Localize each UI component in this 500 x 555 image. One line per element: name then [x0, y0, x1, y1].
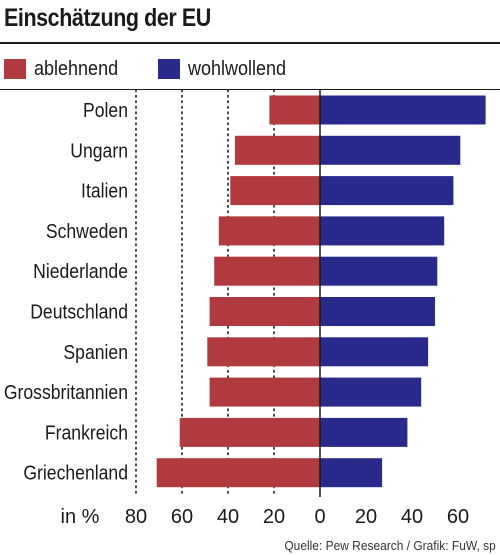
bar-wohlwollend-grossbritannien	[320, 377, 422, 407]
bar-wohlwollend-ungarn	[320, 135, 461, 165]
bar-wohlwollend-spanien	[320, 337, 429, 367]
tick-label-1: 60	[171, 506, 193, 528]
category-label-deutschland: Deutschland	[30, 300, 128, 322]
chart-title: Einschätzung der EU	[4, 4, 211, 32]
bar-wohlwollend-frankreich	[320, 417, 408, 447]
category-label-frankreich: Frankreich	[45, 421, 128, 443]
legend-swatch-wohlwollend	[158, 59, 180, 79]
bar-ablehnend-polen	[269, 95, 320, 125]
axis-unit-label: in %	[61, 506, 100, 528]
source-credit: Quelle: Pew Research / Grafik: FuW, sp	[284, 538, 496, 553]
bar-ablehnend-schweden	[218, 216, 320, 246]
category-label-spanien: Spanien	[63, 341, 128, 363]
tick-label-2: 40	[217, 506, 239, 528]
bar-ablehnend-italien	[230, 176, 320, 206]
bar-ablehnend-grossbritannien	[209, 377, 320, 407]
bar-ablehnend-spanien	[207, 337, 320, 367]
category-label-polen: Polen	[83, 99, 128, 121]
title-divider	[0, 42, 500, 44]
tick-label-0: 80	[125, 506, 147, 528]
bar-wohlwollend-polen	[320, 95, 486, 125]
bar-wohlwollend-griechenland	[320, 458, 383, 488]
legend-item-ablehnend: ablehnend	[4, 58, 127, 80]
tick-label-4: 0	[314, 506, 325, 528]
bar-ablehnend-griechenland	[156, 458, 320, 488]
category-label-grossbritannien: Grossbritannien	[4, 381, 128, 403]
bar-wohlwollend-deutschland	[320, 297, 435, 326]
category-label-griechenland: Griechenland	[23, 462, 128, 484]
category-label-niederlande: Niederlande	[33, 260, 128, 282]
legend-divider	[0, 89, 500, 90]
bar-wohlwollend-schweden	[320, 216, 445, 246]
bar-ablehnend-ungarn	[234, 135, 320, 165]
legend-label-ablehnend: ablehnend	[34, 57, 119, 80]
category-label-italien: Italien	[81, 180, 128, 202]
category-label-ungarn: Ungarn	[70, 139, 128, 161]
legend-swatch-ablehnend	[4, 59, 26, 79]
tick-label-6: 40	[401, 506, 423, 528]
legend-label-wohlwollend: wohlwollend	[188, 57, 287, 80]
tick-label-5: 20	[355, 506, 377, 528]
tick-label-3: 20	[263, 506, 285, 528]
bar-ablehnend-deutschland	[209, 297, 320, 326]
bar-wohlwollend-niederlande	[320, 256, 438, 286]
bar-ablehnend-frankreich	[179, 417, 320, 447]
category-label-schweden: Schweden	[46, 220, 128, 242]
legend-item-wohlwollend: wohlwollend	[158, 58, 297, 80]
bar-ablehnend-niederlande	[214, 256, 320, 286]
tick-label-7: 60	[447, 506, 469, 528]
bar-wohlwollend-italien	[320, 176, 454, 206]
